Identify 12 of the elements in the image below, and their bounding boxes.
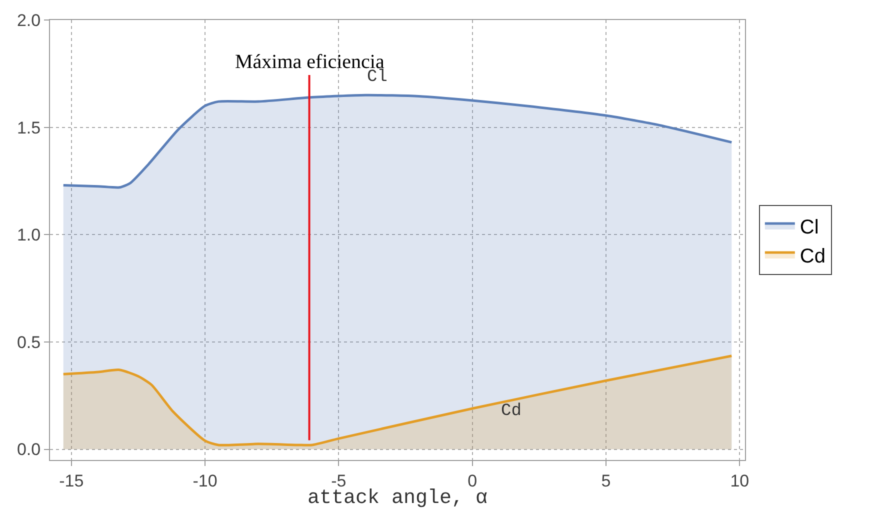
y-tick-label: 0.0 bbox=[16, 440, 41, 460]
x-tick-label: -15 bbox=[59, 471, 84, 490]
x-tick-label: -10 bbox=[192, 471, 218, 490]
y-tick-label: 1.0 bbox=[16, 226, 41, 245]
y-tick-label: 0.5 bbox=[16, 332, 41, 352]
y-tick-label: 1.5 bbox=[16, 118, 41, 138]
legend-label: Cl bbox=[800, 216, 819, 238]
annotation: Cd bbox=[501, 402, 522, 421]
y-tick-label: 2.0 bbox=[16, 10, 41, 30]
x-tick-label: 5 bbox=[601, 471, 611, 490]
x-tick-label: 10 bbox=[730, 471, 750, 490]
legend-label: Cd bbox=[800, 245, 826, 268]
